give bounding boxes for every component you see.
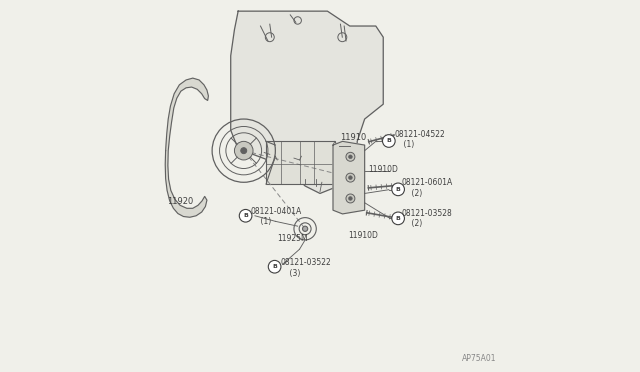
Circle shape bbox=[349, 196, 352, 200]
Text: 08121-0401A
    (1): 08121-0401A (1) bbox=[251, 207, 302, 226]
Polygon shape bbox=[165, 78, 209, 217]
Circle shape bbox=[241, 148, 246, 154]
Text: B: B bbox=[243, 213, 248, 218]
Text: 08121-03528
    (2): 08121-03528 (2) bbox=[402, 209, 452, 228]
Text: 11910D: 11910D bbox=[348, 231, 378, 240]
Text: 11910D: 11910D bbox=[369, 165, 398, 174]
Text: B: B bbox=[396, 187, 401, 192]
Circle shape bbox=[239, 209, 252, 222]
Circle shape bbox=[268, 260, 281, 273]
Polygon shape bbox=[231, 11, 383, 193]
Text: 11920: 11920 bbox=[168, 198, 194, 206]
Text: 11925M: 11925M bbox=[277, 234, 308, 243]
Text: B: B bbox=[272, 264, 277, 269]
Circle shape bbox=[346, 173, 355, 182]
Text: 11910: 11910 bbox=[340, 133, 367, 142]
Text: 08121-04522
    (1): 08121-04522 (1) bbox=[394, 130, 445, 149]
Bar bbox=[266, 141, 335, 184]
Text: 08121-0601A
    (2): 08121-0601A (2) bbox=[402, 178, 453, 198]
Circle shape bbox=[346, 153, 355, 161]
Text: 08121-03522
    (3): 08121-03522 (3) bbox=[280, 258, 331, 278]
Circle shape bbox=[383, 135, 395, 147]
Circle shape bbox=[349, 176, 352, 180]
Circle shape bbox=[346, 194, 355, 203]
Circle shape bbox=[303, 226, 308, 231]
Polygon shape bbox=[333, 141, 365, 214]
Circle shape bbox=[392, 212, 404, 225]
Text: B: B bbox=[387, 138, 391, 144]
Text: AP75A01: AP75A01 bbox=[462, 354, 497, 363]
Circle shape bbox=[392, 183, 404, 196]
Circle shape bbox=[349, 155, 352, 159]
Text: B: B bbox=[396, 216, 401, 221]
Circle shape bbox=[234, 141, 253, 160]
